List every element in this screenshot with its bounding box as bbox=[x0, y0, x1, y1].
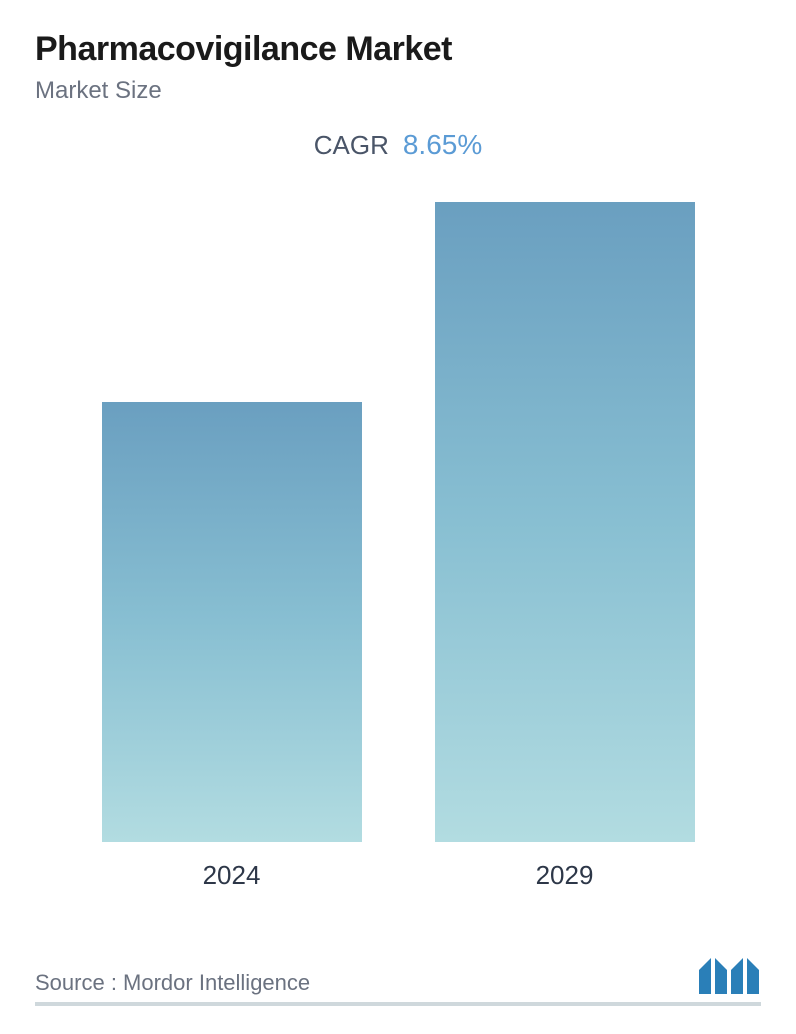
bar-0 bbox=[102, 402, 362, 842]
page-subtitle: Market Size bbox=[35, 77, 761, 105]
cagr-value: 8.65% bbox=[403, 129, 482, 161]
source-text: Source : Mordor Intelligence bbox=[35, 970, 310, 996]
page-title: Pharmacovigilance Market bbox=[35, 30, 761, 69]
bar-group-1: 2029 bbox=[435, 202, 695, 891]
cagr-label: CAGR bbox=[314, 130, 389, 161]
bar-chart: 2024 2029 bbox=[35, 201, 761, 891]
bar-1 bbox=[435, 202, 695, 842]
footer: Source : Mordor Intelligence bbox=[35, 956, 761, 1006]
bar-group-0: 2024 bbox=[102, 402, 362, 891]
bar-label-1: 2029 bbox=[536, 860, 594, 891]
bar-label-0: 2024 bbox=[203, 860, 261, 891]
cagr-row: CAGR 8.65% bbox=[35, 129, 761, 161]
logo-icon bbox=[697, 956, 761, 996]
